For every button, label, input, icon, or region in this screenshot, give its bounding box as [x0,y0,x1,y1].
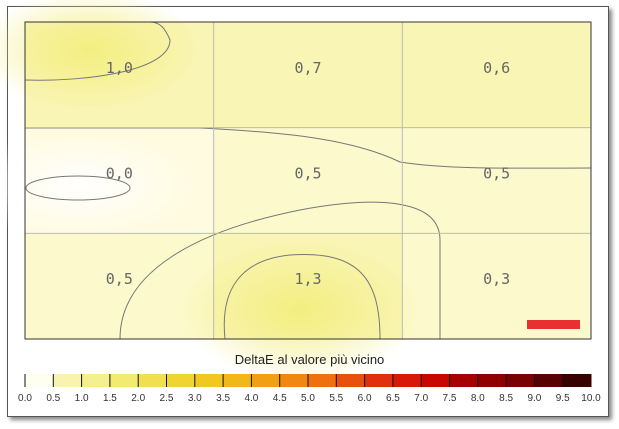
colorbar-tick-label: 2.5 [159,393,174,404]
colorbar-segment [53,374,83,387]
hotspot-bottom-center [180,240,420,380]
colorbar-tick-label: 10.0 [581,393,601,404]
colorbar-tick-label: 0.0 [18,393,32,404]
colorbar-segment [194,374,224,387]
accent-marker [527,320,580,329]
colorbar-tick-label: 6.5 [385,393,400,404]
contour-line [223,253,381,340]
colorbar-tick-label: 3.5 [216,393,231,404]
colorbar-segment [166,374,196,387]
colorbar-tick-label: 8.0 [470,393,485,404]
cell-value-label: 1,3 [294,270,321,288]
colorbar-tick-label: 1.0 [74,393,89,404]
colorbar-segment [251,374,281,387]
colorbar-tick-label: 5.0 [301,393,315,404]
colorbar-tick-label: 2.0 [131,393,146,404]
plot-border [24,21,592,340]
colorbar-segment [421,374,450,387]
cell-value-label: 0,0 [106,165,133,183]
colorbar-segment [279,374,309,387]
colorbar-segment [534,374,564,387]
colorbar-segment [25,374,54,387]
colorbar-tick-label: 4.5 [272,393,287,404]
contour-line [24,21,171,81]
heatmap-cell [402,127,592,234]
heatmap-cell [402,22,592,129]
colorbar-tick-label: 8.5 [499,393,514,404]
contour-line [25,175,131,201]
colorbar-segment [364,374,394,387]
colorbar-tick-label: 3.0 [187,393,202,404]
colorbar-segment [336,374,366,387]
colorbar-segment [392,374,422,387]
colorbar-tick-label: 4.0 [244,393,259,404]
colorbar-segment [223,374,252,387]
colorbar-segment [138,374,167,387]
cell-value-label: 0,5 [106,270,133,288]
colorbar-tick-label: 7.0 [414,393,429,404]
colorbar-segment [81,374,111,387]
chart-title: DeltaE al valore più vicino [234,352,385,367]
colorbar-segment [449,374,479,387]
heatmap-cell [213,22,403,129]
contour-lines [24,21,592,340]
cell-value-label: 0,3 [483,270,510,288]
cell-value-label: 1,0 [106,59,133,77]
colorbar-segment [109,374,139,387]
colorbar-segment [308,374,337,387]
colorbar [24,374,592,387]
cell-value-label: 0,5 [294,165,321,183]
colorbar-tick-label: 1.5 [102,393,117,404]
colorbar-segment [506,374,535,387]
colorbar-tick-label: 5.5 [329,393,344,404]
contour-line [25,127,592,169]
colorbar-segment [562,374,592,387]
cell-value-label: 0,6 [483,59,510,77]
colorbar-segment [477,374,507,387]
grid-lines [25,22,591,339]
colorbar-tick-label: 0.5 [46,393,61,404]
heatmap-cell [213,127,403,234]
colorbar-tick-label: 9.0 [527,393,542,404]
cell-value-label: 0,5 [483,165,510,183]
hotspot-top-left [0,0,200,110]
contour-line [119,201,441,340]
colorbar-tick-label: 9.5 [555,393,570,404]
cell-value-label: 0,7 [294,59,321,77]
colorbar-tick-label: 7.5 [442,393,457,404]
colorbar-tick-label: 6.0 [357,393,372,404]
lowspot-left [0,130,200,240]
